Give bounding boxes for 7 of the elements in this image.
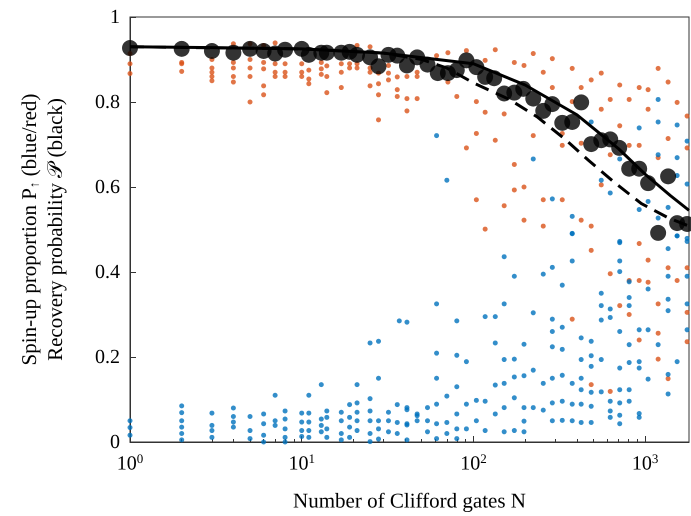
x-axis-title: Number of Clifford gates N <box>293 488 526 512</box>
y-tick-label: 0 <box>110 431 120 453</box>
y-tick-label: 0.4 <box>95 261 120 283</box>
y-tick-label: 0.6 <box>95 176 120 198</box>
y-tick-label: 0.8 <box>95 91 120 113</box>
y-tick-label: 1 <box>110 6 120 28</box>
y-tick-label: 0.2 <box>95 346 120 368</box>
